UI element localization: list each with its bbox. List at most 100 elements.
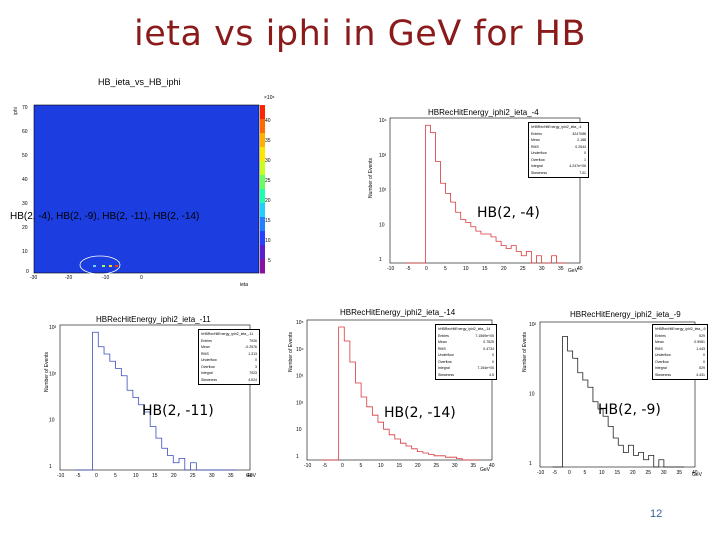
stats-key: Skewness (201, 377, 217, 382)
map-ytick: 20 (22, 225, 28, 231)
stats-header: hHBRecHitEnergy_iphi2_ieta_-14 (438, 326, 494, 333)
hist-xtick: 5 (360, 463, 363, 469)
callout-hb-2-m4: HB(2, -4) (477, 205, 540, 221)
map-ztick: 5 (268, 258, 271, 264)
hist-xtick: 40 (489, 463, 495, 469)
map-xtick: -20 (65, 275, 73, 281)
slide-title: ieta vs iphi in GeV for HB (134, 14, 586, 54)
stats-row: Integral 7.154e+05 (438, 365, 494, 372)
map-ztick: 40 (265, 118, 271, 124)
stats-row: RMS 1.313 (201, 351, 257, 358)
stats-key: Skewness (438, 372, 454, 377)
color-scale-band (260, 217, 265, 232)
stats-row: Underflow 0 (655, 352, 705, 359)
stats-key: Mean (655, 340, 664, 344)
stats-key: Underflow (438, 353, 454, 357)
stats-key: hHBRecHitEnergy_iphi2_ieta_-9 (655, 327, 706, 331)
hist-ytick: 10³ (379, 153, 387, 159)
map-color-scale (260, 105, 265, 274)
map-title: HB_ieta_vs_HB_iphi (98, 77, 181, 87)
hist-xtick: -10 (537, 470, 544, 476)
color-scale-band (260, 147, 265, 162)
hist-ytick: 10 (296, 427, 302, 433)
hist-xtick: 0 (95, 473, 98, 479)
stats-value: 4.431 (696, 372, 705, 377)
hist-ytick: 10² (296, 400, 304, 406)
stats-value: 0.5981 (694, 340, 705, 344)
color-scale-band (260, 133, 265, 148)
stats-row: Underflow 0 (201, 357, 257, 364)
stats-key: RMS (531, 144, 539, 149)
hist-xtick: 5 (444, 266, 447, 272)
hist-m9-title: HBRecHitEnergy_iphi2_ieta_-9 (570, 310, 681, 319)
ieta-iphi-map-panel: HB_ieta_vs_HB_iphi iphi ×10⁶ 70 60 50 40… (10, 75, 278, 290)
stats-value: 7926 (249, 338, 257, 343)
map-ytick: 40 (22, 177, 28, 183)
hist-xtick: 25 (646, 470, 652, 476)
stats-key: Entries (531, 131, 542, 136)
map-xtick: 0 (140, 275, 143, 281)
hist-xtick: 20 (501, 266, 507, 272)
stats-value: 7.154e+05 (477, 366, 494, 370)
stats-value: -0.2576 (245, 345, 257, 349)
hist-ytick: 10³ (49, 325, 57, 331)
hist-m11-title: HBRecHitEnergy_iphi2_ieta_-11 (96, 315, 211, 324)
stats-key: Skewness (531, 170, 547, 175)
hist-series-line (405, 124, 567, 264)
map-ytick: 30 (22, 201, 28, 207)
stats-key: Underflow (201, 358, 217, 362)
hist-series-line (75, 331, 237, 471)
stats-key: Mean (201, 345, 210, 349)
map-xtick: -30 (30, 275, 38, 281)
stats-value: 1.313 (248, 351, 257, 356)
hist-xtick: 30 (661, 470, 667, 476)
stats-row: Entries 4247088 (531, 131, 586, 138)
hist-xtick: 15 (152, 473, 158, 479)
map-plot-area (33, 104, 265, 275)
hist-ytick: 1 (49, 464, 52, 470)
hist-series-line (552, 336, 685, 468)
hist-xtick: 5 (584, 470, 587, 476)
color-scale-band (260, 161, 265, 176)
stats-row: RMS 1.443 (655, 346, 705, 353)
map-ztick: 35 (265, 138, 271, 144)
hist-m4-stats-box: hHBRecHitEnergy_iphi2_ieta_-4 Entries 4247… (528, 122, 589, 178)
hist-xtick: 15 (615, 470, 621, 476)
map-frame (33, 104, 260, 274)
stats-key: RMS (201, 351, 209, 356)
hist-ytick: 10⁵ (296, 320, 304, 326)
map-ztick: 10 (265, 238, 271, 244)
color-scale-band (260, 203, 265, 218)
hist-m9-xlabel: GeV (692, 472, 703, 478)
stats-key: Entries (438, 333, 449, 338)
stats-key: Overflow (438, 359, 452, 364)
stats-value: 0.4734 (483, 346, 494, 351)
stats-row: Overflow 0 (655, 359, 705, 366)
stats-key: Overflow (201, 364, 215, 369)
map-ztick: 30 (265, 158, 271, 164)
stats-value: 4.524 (248, 377, 257, 382)
stats-key: hHBRecHitEnergy_iphi2_ieta_-4 (531, 125, 582, 129)
stats-key: Integral (531, 164, 543, 168)
stats-key: RMS (438, 346, 446, 351)
hist-xtick: 0 (425, 266, 428, 272)
stats-row: Entries 7.1569e+05 (438, 333, 494, 340)
hist-ytick: 10² (529, 322, 537, 328)
hist-series-line (321, 326, 480, 461)
hist-ieta-minus9-panel: HBRecHitEnergy_iphi2_ieta_-9 Number of E… (520, 302, 710, 482)
page-number: 12 (650, 508, 663, 520)
hist-xtick: 20 (415, 463, 421, 469)
stats-key: Entries (655, 333, 666, 338)
hist-xtick: 40 (247, 473, 253, 479)
map-ytick: 60 (22, 129, 28, 135)
stats-value: 3 (255, 364, 257, 369)
stats-row: Integral 4.247e+06 (531, 163, 586, 170)
hist-m14-xlabel: GeV (480, 467, 491, 473)
hist-ytick: 1 (379, 257, 382, 263)
color-scale-band (260, 175, 265, 190)
stats-key: Mean (531, 138, 540, 142)
hist-xtick: -10 (57, 473, 64, 479)
hist-xtick: 25 (190, 473, 196, 479)
hist-xtick: 15 (482, 266, 488, 272)
hist-ytick: 10³ (296, 374, 304, 380)
